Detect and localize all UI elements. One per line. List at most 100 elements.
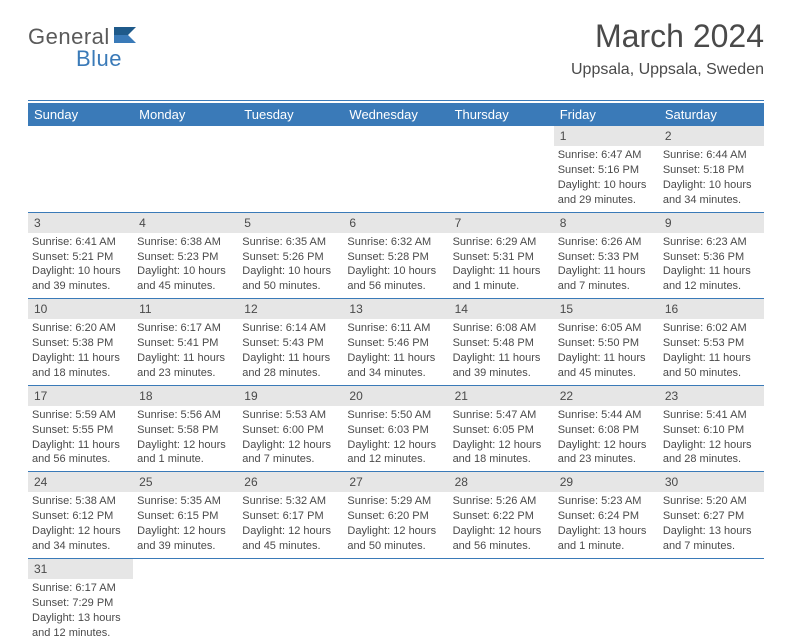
calendar-cell: 9Sunrise: 6:23 AMSunset: 5:36 PMDaylight… — [659, 212, 764, 299]
calendar-cell: 16Sunrise: 6:02 AMSunset: 5:53 PMDayligh… — [659, 299, 764, 386]
calendar-week-row: 31Sunrise: 6:17 AMSunset: 7:29 PMDayligh… — [28, 558, 764, 644]
sunset-text: Sunset: 6:20 PM — [347, 509, 444, 524]
daylight-text: Daylight: 12 hours and 28 minutes. — [663, 438, 760, 468]
calendar-cell — [133, 126, 238, 212]
sunset-text: Sunset: 5:43 PM — [242, 336, 339, 351]
sunset-text: Sunset: 5:38 PM — [32, 336, 129, 351]
daylight-text: Daylight: 11 hours and 1 minute. — [453, 264, 550, 294]
sunset-text: Sunset: 5:41 PM — [137, 336, 234, 351]
sunset-text: Sunset: 6:05 PM — [453, 423, 550, 438]
day-number: 21 — [449, 386, 554, 406]
sunrise-text: Sunrise: 5:20 AM — [663, 494, 760, 509]
sunrise-text: Sunrise: 5:23 AM — [558, 494, 655, 509]
daylight-text: Daylight: 10 hours and 56 minutes. — [347, 264, 444, 294]
calendar-table: Sunday Monday Tuesday Wednesday Thursday… — [28, 103, 764, 644]
sunset-text: Sunset: 6:00 PM — [242, 423, 339, 438]
daylight-text: Daylight: 11 hours and 45 minutes. — [558, 351, 655, 381]
calendar-cell: 25Sunrise: 5:35 AMSunset: 6:15 PMDayligh… — [133, 472, 238, 559]
day-info: Sunrise: 6:05 AMSunset: 5:50 PMDaylight:… — [554, 319, 659, 384]
calendar-cell: 13Sunrise: 6:11 AMSunset: 5:46 PMDayligh… — [343, 299, 448, 386]
sunrise-text: Sunrise: 5:50 AM — [347, 408, 444, 423]
sunrise-text: Sunrise: 5:26 AM — [453, 494, 550, 509]
day-number: 17 — [28, 386, 133, 406]
calendar-cell: 17Sunrise: 5:59 AMSunset: 5:55 PMDayligh… — [28, 385, 133, 472]
weekday-header: Monday — [133, 103, 238, 126]
daylight-text: Daylight: 11 hours and 12 minutes. — [663, 264, 760, 294]
day-number: 29 — [554, 472, 659, 492]
sunrise-text: Sunrise: 6:47 AM — [558, 148, 655, 163]
sunrise-text: Sunrise: 5:56 AM — [137, 408, 234, 423]
day-number: 2 — [659, 126, 764, 146]
day-info: Sunrise: 6:02 AMSunset: 5:53 PMDaylight:… — [659, 319, 764, 384]
day-number: 19 — [238, 386, 343, 406]
day-number: 23 — [659, 386, 764, 406]
day-info: Sunrise: 5:56 AMSunset: 5:58 PMDaylight:… — [133, 406, 238, 471]
day-info: Sunrise: 6:08 AMSunset: 5:48 PMDaylight:… — [449, 319, 554, 384]
daylight-text: Daylight: 11 hours and 39 minutes. — [453, 351, 550, 381]
day-info: Sunrise: 5:20 AMSunset: 6:27 PMDaylight:… — [659, 492, 764, 557]
calendar-cell: 27Sunrise: 5:29 AMSunset: 6:20 PMDayligh… — [343, 472, 448, 559]
sunset-text: Sunset: 5:58 PM — [137, 423, 234, 438]
day-number: 12 — [238, 299, 343, 319]
day-number: 3 — [28, 213, 133, 233]
calendar-cell — [343, 126, 448, 212]
calendar-cell: 26Sunrise: 5:32 AMSunset: 6:17 PMDayligh… — [238, 472, 343, 559]
sunrise-text: Sunrise: 6:02 AM — [663, 321, 760, 336]
calendar-cell: 1Sunrise: 6:47 AMSunset: 5:16 PMDaylight… — [554, 126, 659, 212]
day-info: Sunrise: 5:32 AMSunset: 6:17 PMDaylight:… — [238, 492, 343, 557]
day-number: 9 — [659, 213, 764, 233]
calendar-cell: 30Sunrise: 5:20 AMSunset: 6:27 PMDayligh… — [659, 472, 764, 559]
calendar-cell — [28, 126, 133, 212]
calendar-cell: 6Sunrise: 6:32 AMSunset: 5:28 PMDaylight… — [343, 212, 448, 299]
day-number: 14 — [449, 299, 554, 319]
sunrise-text: Sunrise: 6:41 AM — [32, 235, 129, 250]
page-title: March 2024 — [571, 18, 764, 55]
sunset-text: Sunset: 5:31 PM — [453, 250, 550, 265]
day-number: 15 — [554, 299, 659, 319]
calendar-cell — [343, 558, 448, 644]
sunset-text: Sunset: 6:27 PM — [663, 509, 760, 524]
day-number: 4 — [133, 213, 238, 233]
day-number: 30 — [659, 472, 764, 492]
calendar-cell: 23Sunrise: 5:41 AMSunset: 6:10 PMDayligh… — [659, 385, 764, 472]
calendar-cell — [449, 126, 554, 212]
day-info: Sunrise: 5:59 AMSunset: 5:55 PMDaylight:… — [28, 406, 133, 471]
sunrise-text: Sunrise: 6:29 AM — [453, 235, 550, 250]
sunrise-text: Sunrise: 6:26 AM — [558, 235, 655, 250]
sunrise-text: Sunrise: 5:47 AM — [453, 408, 550, 423]
sunrise-text: Sunrise: 5:41 AM — [663, 408, 760, 423]
day-number: 7 — [449, 213, 554, 233]
daylight-text: Daylight: 12 hours and 1 minute. — [137, 438, 234, 468]
weekday-header: Saturday — [659, 103, 764, 126]
calendar-cell: 21Sunrise: 5:47 AMSunset: 6:05 PMDayligh… — [449, 385, 554, 472]
calendar-cell: 24Sunrise: 5:38 AMSunset: 6:12 PMDayligh… — [28, 472, 133, 559]
day-info: Sunrise: 6:26 AMSunset: 5:33 PMDaylight:… — [554, 233, 659, 298]
sunrise-text: Sunrise: 6:05 AM — [558, 321, 655, 336]
sunset-text: Sunset: 6:08 PM — [558, 423, 655, 438]
title-block: March 2024 Uppsala, Uppsala, Sweden — [571, 18, 764, 79]
daylight-text: Daylight: 13 hours and 12 minutes. — [32, 611, 129, 641]
daylight-text: Daylight: 11 hours and 50 minutes. — [663, 351, 760, 381]
day-info: Sunrise: 6:44 AMSunset: 5:18 PMDaylight:… — [659, 146, 764, 211]
location-subtitle: Uppsala, Uppsala, Sweden — [571, 61, 764, 79]
weekday-header: Friday — [554, 103, 659, 126]
day-number: 27 — [343, 472, 448, 492]
calendar-week-row: 24Sunrise: 5:38 AMSunset: 6:12 PMDayligh… — [28, 472, 764, 559]
calendar-cell: 12Sunrise: 6:14 AMSunset: 5:43 PMDayligh… — [238, 299, 343, 386]
header: General Blue March 2024 Uppsala, Uppsala… — [28, 18, 764, 96]
day-info: Sunrise: 6:11 AMSunset: 5:46 PMDaylight:… — [343, 319, 448, 384]
sunrise-text: Sunrise: 5:53 AM — [242, 408, 339, 423]
day-info: Sunrise: 6:38 AMSunset: 5:23 PMDaylight:… — [133, 233, 238, 298]
day-number: 6 — [343, 213, 448, 233]
calendar-cell — [238, 126, 343, 212]
sunrise-text: Sunrise: 6:17 AM — [137, 321, 234, 336]
sunset-text: Sunset: 5:48 PM — [453, 336, 550, 351]
day-info: Sunrise: 6:32 AMSunset: 5:28 PMDaylight:… — [343, 233, 448, 298]
sunset-text: Sunset: 6:17 PM — [242, 509, 339, 524]
day-number: 26 — [238, 472, 343, 492]
daylight-text: Daylight: 10 hours and 34 minutes. — [663, 178, 760, 208]
calendar-cell: 10Sunrise: 6:20 AMSunset: 5:38 PMDayligh… — [28, 299, 133, 386]
day-number: 5 — [238, 213, 343, 233]
day-info: Sunrise: 5:47 AMSunset: 6:05 PMDaylight:… — [449, 406, 554, 471]
sunrise-text: Sunrise: 6:32 AM — [347, 235, 444, 250]
